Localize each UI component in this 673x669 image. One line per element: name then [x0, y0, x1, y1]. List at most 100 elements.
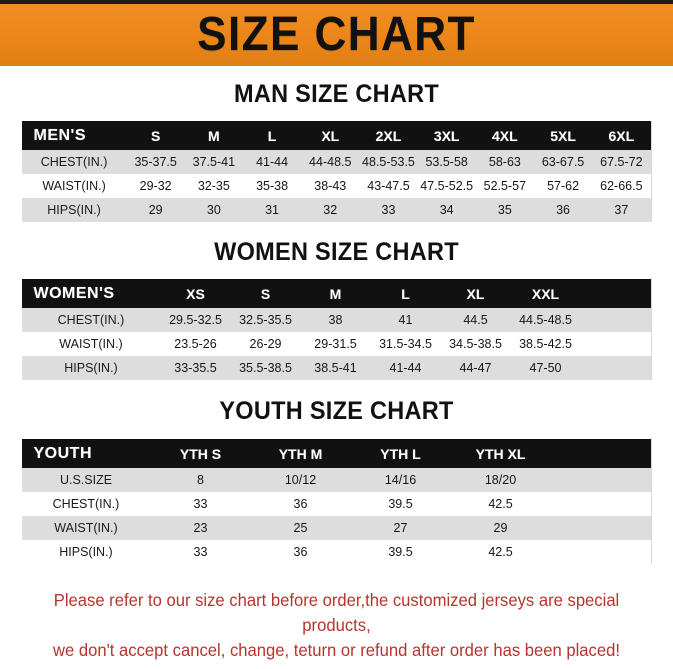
- section-title-men: MAN SIZE CHART: [233, 80, 440, 108]
- cell-men-hips-6: 35: [475, 198, 534, 222]
- section-men: MAN SIZE CHART MEN'S S M L XL 2XL 3XL 4X…: [0, 80, 673, 222]
- section-title-youth: YOUTH SIZE CHART: [219, 397, 454, 425]
- table-wrapper-women: WOMEN'S XS S M L XL XXL CHEST(IN.) 29.5-…: [21, 279, 652, 380]
- cell-women-hips-2: 38.5-41: [300, 356, 371, 380]
- column-header-women-4: XL: [466, 285, 485, 302]
- column-header-youth-3: YTH XL: [475, 445, 526, 462]
- row-header-label-men: MEN'S: [33, 126, 87, 144]
- column-header-men-3: XL: [321, 127, 340, 144]
- cell-men-hips-3: 32: [301, 198, 360, 222]
- cell-men-chest-3: 44-48.5: [301, 150, 360, 174]
- cell-men-waist-1: 32-35: [184, 174, 243, 198]
- cell-women-hips-3: 41-44: [370, 356, 441, 380]
- row-label-youth-chest: CHEST(IN.): [21, 492, 151, 516]
- column-header-women-2: M: [329, 285, 342, 302]
- cell-men-chest-5: 53.5-58: [417, 150, 476, 174]
- table-header-row-women: WOMEN'S XS S M L XL XXL: [21, 279, 651, 308]
- column-header-men-1: M: [208, 127, 220, 144]
- table-row: HIPS(IN.) 33 36 39.5 42.5: [21, 540, 651, 564]
- cell-men-chest-6: 58-63: [475, 150, 534, 174]
- row-label-women-hips: HIPS(IN.): [21, 356, 161, 380]
- cell-women-hips-spacer: [580, 356, 651, 380]
- table-wrapper-men: MEN'S S M L XL 2XL 3XL 4XL 5XL 6XL CHEST…: [21, 121, 652, 222]
- section-youth: YOUTH SIZE CHART YOUTH YTH S YTH M YTH L…: [0, 397, 673, 564]
- cell-men-waist-0: 29-32: [126, 174, 185, 198]
- cell-men-chest-0: 35-37.5: [126, 150, 185, 174]
- column-header-men-7: 5XL: [550, 127, 576, 144]
- cell-women-chest-1: 32.5-35.5: [230, 308, 301, 332]
- cell-youth-chest-1: 36: [250, 492, 351, 516]
- cell-men-hips-2: 31: [242, 198, 302, 222]
- table-row: HIPS(IN.) 29 30 31 32 33 34 35 36 37: [21, 198, 651, 222]
- row-label-men-chest: CHEST(IN.): [21, 150, 127, 174]
- cell-women-chest-3: 41: [370, 308, 441, 332]
- size-table-men: MEN'S S M L XL 2XL 3XL 4XL 5XL 6XL CHEST…: [21, 121, 651, 222]
- table-row: HIPS(IN.) 33-35.5 35.5-38.5 38.5-41 41-4…: [21, 356, 651, 380]
- cell-youth-ussize-1: 10/12: [250, 468, 351, 492]
- cell-women-hips-0: 33-35.5: [160, 356, 231, 380]
- cell-youth-waist-spacer: [550, 516, 651, 540]
- cell-women-waist-4: 34.5-38.5: [440, 332, 511, 356]
- cell-youth-chest-3: 42.5: [450, 492, 551, 516]
- row-label-men-hips: HIPS(IN.): [21, 198, 127, 222]
- cell-men-waist-2: 35-38: [242, 174, 302, 198]
- cell-women-chest-0: 29.5-32.5: [160, 308, 231, 332]
- cell-women-waist-2: 29-31.5: [300, 332, 371, 356]
- column-header-women-0: XS: [186, 285, 205, 302]
- cell-youth-ussize-2: 14/16: [350, 468, 451, 492]
- row-label-youth-waist: WAIST(IN.): [21, 516, 151, 540]
- row-header-label-women: WOMEN'S: [33, 284, 115, 302]
- column-header-men-2: L: [267, 127, 277, 144]
- cell-youth-ussize-0: 8: [150, 468, 251, 492]
- cell-women-waist-spacer: [580, 332, 651, 356]
- cell-men-chest-1: 37.5-41: [184, 150, 243, 174]
- note-line-2: we don't accept cancel, change, teturn o…: [53, 640, 620, 661]
- row-label-youth-hips: HIPS(IN.): [21, 540, 151, 564]
- top-dark-strip: [0, 0, 673, 4]
- cell-women-waist-1: 26-29: [230, 332, 301, 356]
- cell-youth-chest-spacer: [550, 492, 651, 516]
- row-label-women-waist: WAIST(IN.): [21, 332, 161, 356]
- size-table-youth: YOUTH YTH S YTH M YTH L YTH XL U.S.SIZE …: [21, 439, 651, 564]
- cell-women-chest-2: 38: [300, 308, 371, 332]
- cell-women-waist-5: 38.5-42.5: [510, 332, 581, 356]
- column-header-youth-1: YTH M: [278, 445, 323, 462]
- cell-men-waist-4: 43-47.5: [359, 174, 418, 198]
- table-row: U.S.SIZE 8 10/12 14/16 18/20: [21, 468, 651, 492]
- column-header-men-0: S: [150, 127, 161, 144]
- cell-youth-waist-3: 29: [450, 516, 551, 540]
- order-policy-note: Please refer to our size chart before or…: [17, 588, 656, 663]
- cell-women-hips-1: 35.5-38.5: [230, 356, 301, 380]
- column-header-youth-spacer: [551, 439, 651, 468]
- column-header-women-spacer: [581, 279, 651, 308]
- table-header-row-youth: YOUTH YTH S YTH M YTH L YTH XL: [21, 439, 651, 468]
- cell-men-chest-8: 67.5-72: [592, 150, 651, 174]
- row-header-label-youth: YOUTH: [33, 444, 92, 462]
- cell-youth-hips-0: 33: [150, 540, 251, 564]
- column-header-men-6: 4XL: [492, 127, 518, 144]
- note-line-1: Please refer to our size chart before or…: [53, 590, 620, 636]
- page-title: SIZE CHART: [197, 8, 476, 61]
- cell-youth-hips-3: 42.5: [450, 540, 551, 564]
- cell-men-waist-7: 57-62: [533, 174, 593, 198]
- table-header-row-men: MEN'S S M L XL 2XL 3XL 4XL 5XL 6XL: [21, 121, 651, 150]
- table-row: WAIST(IN.) 23.5-26 26-29 29-31.5 31.5-34…: [21, 332, 651, 356]
- cell-men-hips-4: 33: [359, 198, 418, 222]
- cell-youth-hips-2: 39.5: [350, 540, 451, 564]
- column-header-women-3: L: [401, 285, 410, 302]
- section-title-women: WOMEN SIZE CHART: [214, 238, 459, 266]
- cell-women-chest-5: 44.5-48.5: [510, 308, 581, 332]
- cell-men-waist-6: 52.5-57: [475, 174, 534, 198]
- cell-youth-waist-2: 27: [350, 516, 451, 540]
- row-label-men-waist: WAIST(IN.): [21, 174, 127, 198]
- table-row: CHEST(IN.) 29.5-32.5 32.5-35.5 38 41 44.…: [21, 308, 651, 332]
- table-row: WAIST(IN.) 23 25 27 29: [21, 516, 651, 540]
- cell-men-waist-5: 47.5-52.5: [417, 174, 476, 198]
- column-header-men-5: 3XL: [433, 127, 460, 144]
- column-header-men-4: 2XL: [375, 127, 402, 144]
- cell-women-waist-0: 23.5-26: [160, 332, 231, 356]
- cell-youth-waist-0: 23: [150, 516, 251, 540]
- cell-youth-hips-1: 36: [250, 540, 351, 564]
- cell-men-chest-4: 48.5-53.5: [359, 150, 418, 174]
- cell-men-hips-5: 34: [417, 198, 476, 222]
